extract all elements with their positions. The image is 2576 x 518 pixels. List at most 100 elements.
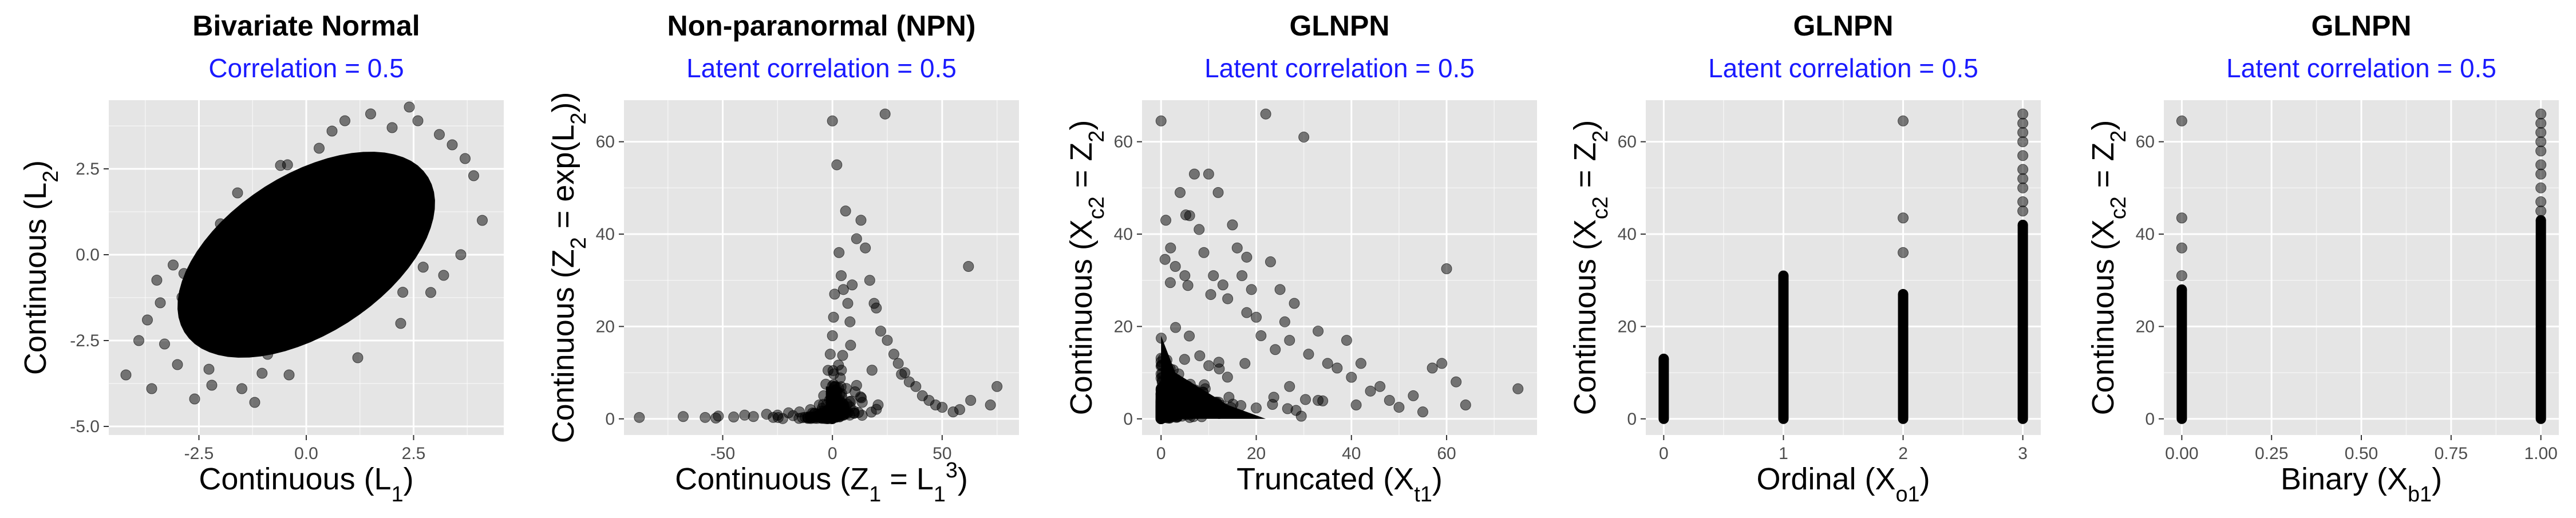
data-point <box>1155 115 1167 126</box>
data-point <box>1393 402 1405 413</box>
point-column-base <box>2176 413 2187 424</box>
data-point <box>1374 381 1386 392</box>
data-point <box>468 170 479 181</box>
y-tick-label: 40 <box>596 225 615 244</box>
data-point <box>1384 394 1395 406</box>
data-point <box>634 412 645 423</box>
panel-title: GLNPN <box>2312 10 2412 42</box>
data-point <box>1284 381 1295 392</box>
y-tick-label: 0 <box>605 410 615 429</box>
data-point <box>1203 168 1214 180</box>
data-point <box>855 215 867 226</box>
data-point <box>392 230 403 241</box>
data-point <box>235 243 246 254</box>
data-point <box>380 227 392 239</box>
data-point <box>226 268 238 279</box>
data-point <box>368 197 380 209</box>
data-point <box>813 400 825 411</box>
data-point <box>329 248 340 260</box>
data-point <box>339 244 350 256</box>
data-point <box>388 162 400 173</box>
data-point <box>417 262 429 273</box>
data-point <box>1212 187 1224 198</box>
x-axis-label: Binary (Xb1) <box>2281 462 2442 507</box>
data-point <box>236 383 247 394</box>
data-point <box>326 168 338 179</box>
data-point <box>1250 402 1262 414</box>
point-column-cap <box>1778 270 1789 281</box>
data-point <box>133 335 144 346</box>
data-point <box>1341 335 1352 346</box>
point-column-cap <box>2176 284 2187 295</box>
x-tick-label: 60 <box>1437 444 1456 463</box>
data-point <box>282 193 293 205</box>
data-point <box>991 381 1003 392</box>
data-point <box>390 189 401 200</box>
y-axis-label: Continuous (L2) <box>18 160 63 375</box>
y-tick-label: 0 <box>2145 410 2155 429</box>
data-point <box>249 397 260 408</box>
data-point <box>2535 205 2547 217</box>
data-point <box>477 215 488 226</box>
panel-background <box>1142 100 1537 435</box>
data-point <box>120 369 132 381</box>
data-point <box>2535 196 2547 208</box>
data-point <box>202 256 214 268</box>
data-point <box>1194 350 1206 362</box>
x-tick-label: 2 <box>1898 444 1908 463</box>
data-point <box>334 195 345 207</box>
y-tick-label: 40 <box>1114 225 1133 244</box>
data-point <box>851 233 862 244</box>
data-point <box>827 330 838 342</box>
panel-subtitle: Correlation = 0.5 <box>208 53 404 83</box>
data-point <box>1217 279 1228 291</box>
data-point <box>1231 242 1243 254</box>
x-tick-label: 0.25 <box>2255 444 2288 463</box>
point-column <box>1658 358 1669 419</box>
data-point <box>243 333 255 345</box>
data-point <box>1274 284 1286 295</box>
point-column-base <box>1658 413 1669 424</box>
y-tick-label: 20 <box>2136 317 2155 336</box>
data-point <box>860 242 871 254</box>
data-point <box>1279 316 1290 327</box>
data-point <box>2535 126 2547 138</box>
data-point <box>455 249 467 260</box>
data-point <box>1184 210 1195 222</box>
data-point <box>339 115 350 126</box>
data-point <box>879 108 891 120</box>
data-point <box>2535 136 2547 148</box>
data-point <box>434 129 445 140</box>
data-point <box>397 287 409 298</box>
data-point <box>206 379 218 391</box>
data-point <box>1313 394 1324 406</box>
point-column-base <box>2535 413 2546 424</box>
data-point <box>2176 115 2187 126</box>
data-point <box>2176 242 2187 254</box>
data-point <box>1184 330 1195 342</box>
panel-2: -50 0 50 0 20 40 60 Non-paranormal (NPN) Latent … <box>546 10 1019 507</box>
data-point <box>1898 115 1909 126</box>
data-point <box>285 233 297 244</box>
data-point <box>243 263 255 274</box>
data-point <box>386 122 398 133</box>
x-tick-label: 0 <box>1659 444 1669 463</box>
data-point <box>259 222 271 233</box>
y-axis-label: Continuous (Xc2 = Z2) <box>2086 120 2131 416</box>
data-point <box>829 288 840 300</box>
x-tick-label: 3 <box>2018 444 2028 463</box>
data-point <box>187 321 198 333</box>
data-point <box>2017 164 2029 175</box>
data-point <box>875 325 886 337</box>
data-point <box>828 311 839 323</box>
y-axis-label: Continuous (Xc2 = Z2) <box>1568 120 1613 416</box>
data-point <box>772 409 783 421</box>
point-cloud-core <box>1161 335 1266 419</box>
data-point <box>1436 358 1448 369</box>
data-point <box>1408 390 1419 401</box>
data-point <box>259 329 271 340</box>
data-point <box>295 203 307 215</box>
data-point <box>262 349 273 360</box>
data-point <box>395 318 406 329</box>
